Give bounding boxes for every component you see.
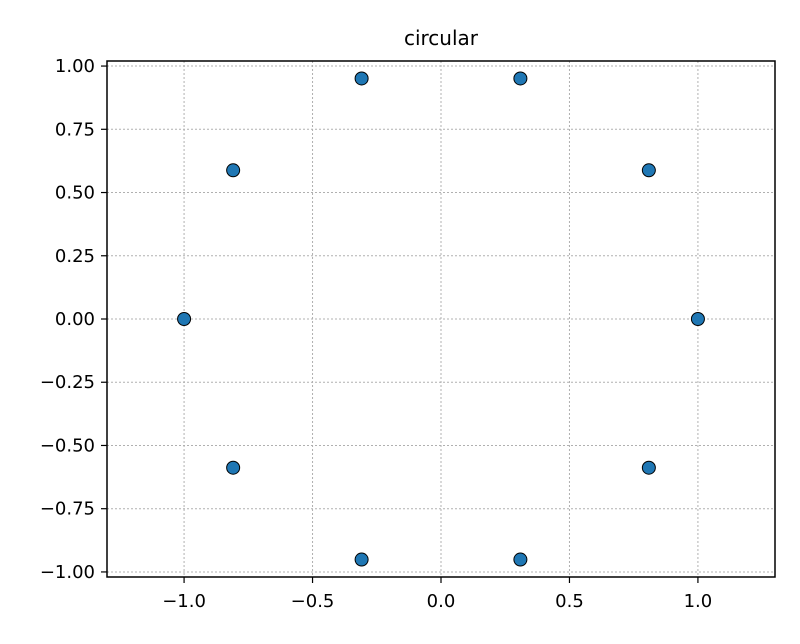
y-tick-label: 0.00	[55, 309, 95, 330]
data-point	[641, 460, 656, 475]
y-tick-labels: 1.00 0.75 0.50 0.25 0.00 −0.25 −0.50 −0.75 −1.00	[40, 56, 95, 583]
data-point	[513, 71, 528, 86]
x-tick-label: −1.0	[162, 591, 206, 612]
data-point	[690, 312, 705, 326]
data-point	[513, 552, 528, 567]
data-point	[226, 163, 241, 178]
data-point	[641, 163, 656, 178]
x-tick-label: 0.5	[555, 591, 584, 612]
y-tick-label: 0.50	[55, 183, 95, 204]
chart-title: circular	[404, 26, 479, 50]
y-tick-label: 0.75	[55, 119, 95, 140]
x-tick-label: 0.0	[427, 591, 456, 612]
x-tick-labels: −1.0 −0.5 0.0 0.5 1.0	[162, 591, 712, 612]
y-tick-label: 1.00	[55, 56, 95, 77]
y-tick-label: 0.25	[55, 246, 95, 267]
x-tick-label: −0.5	[291, 591, 335, 612]
data-point	[177, 312, 192, 326]
x-tick-label: 1.0	[684, 591, 713, 612]
y-tick-label: −1.00	[40, 562, 95, 583]
scatter-points	[177, 71, 705, 567]
data-point	[226, 460, 241, 475]
y-tick-label: −0.50	[40, 435, 95, 456]
data-point	[354, 552, 369, 567]
y-tick-label: −0.25	[40, 372, 95, 393]
y-tick-label: −0.75	[40, 499, 95, 520]
data-point	[354, 71, 369, 86]
axis-ticks	[101, 65, 699, 583]
